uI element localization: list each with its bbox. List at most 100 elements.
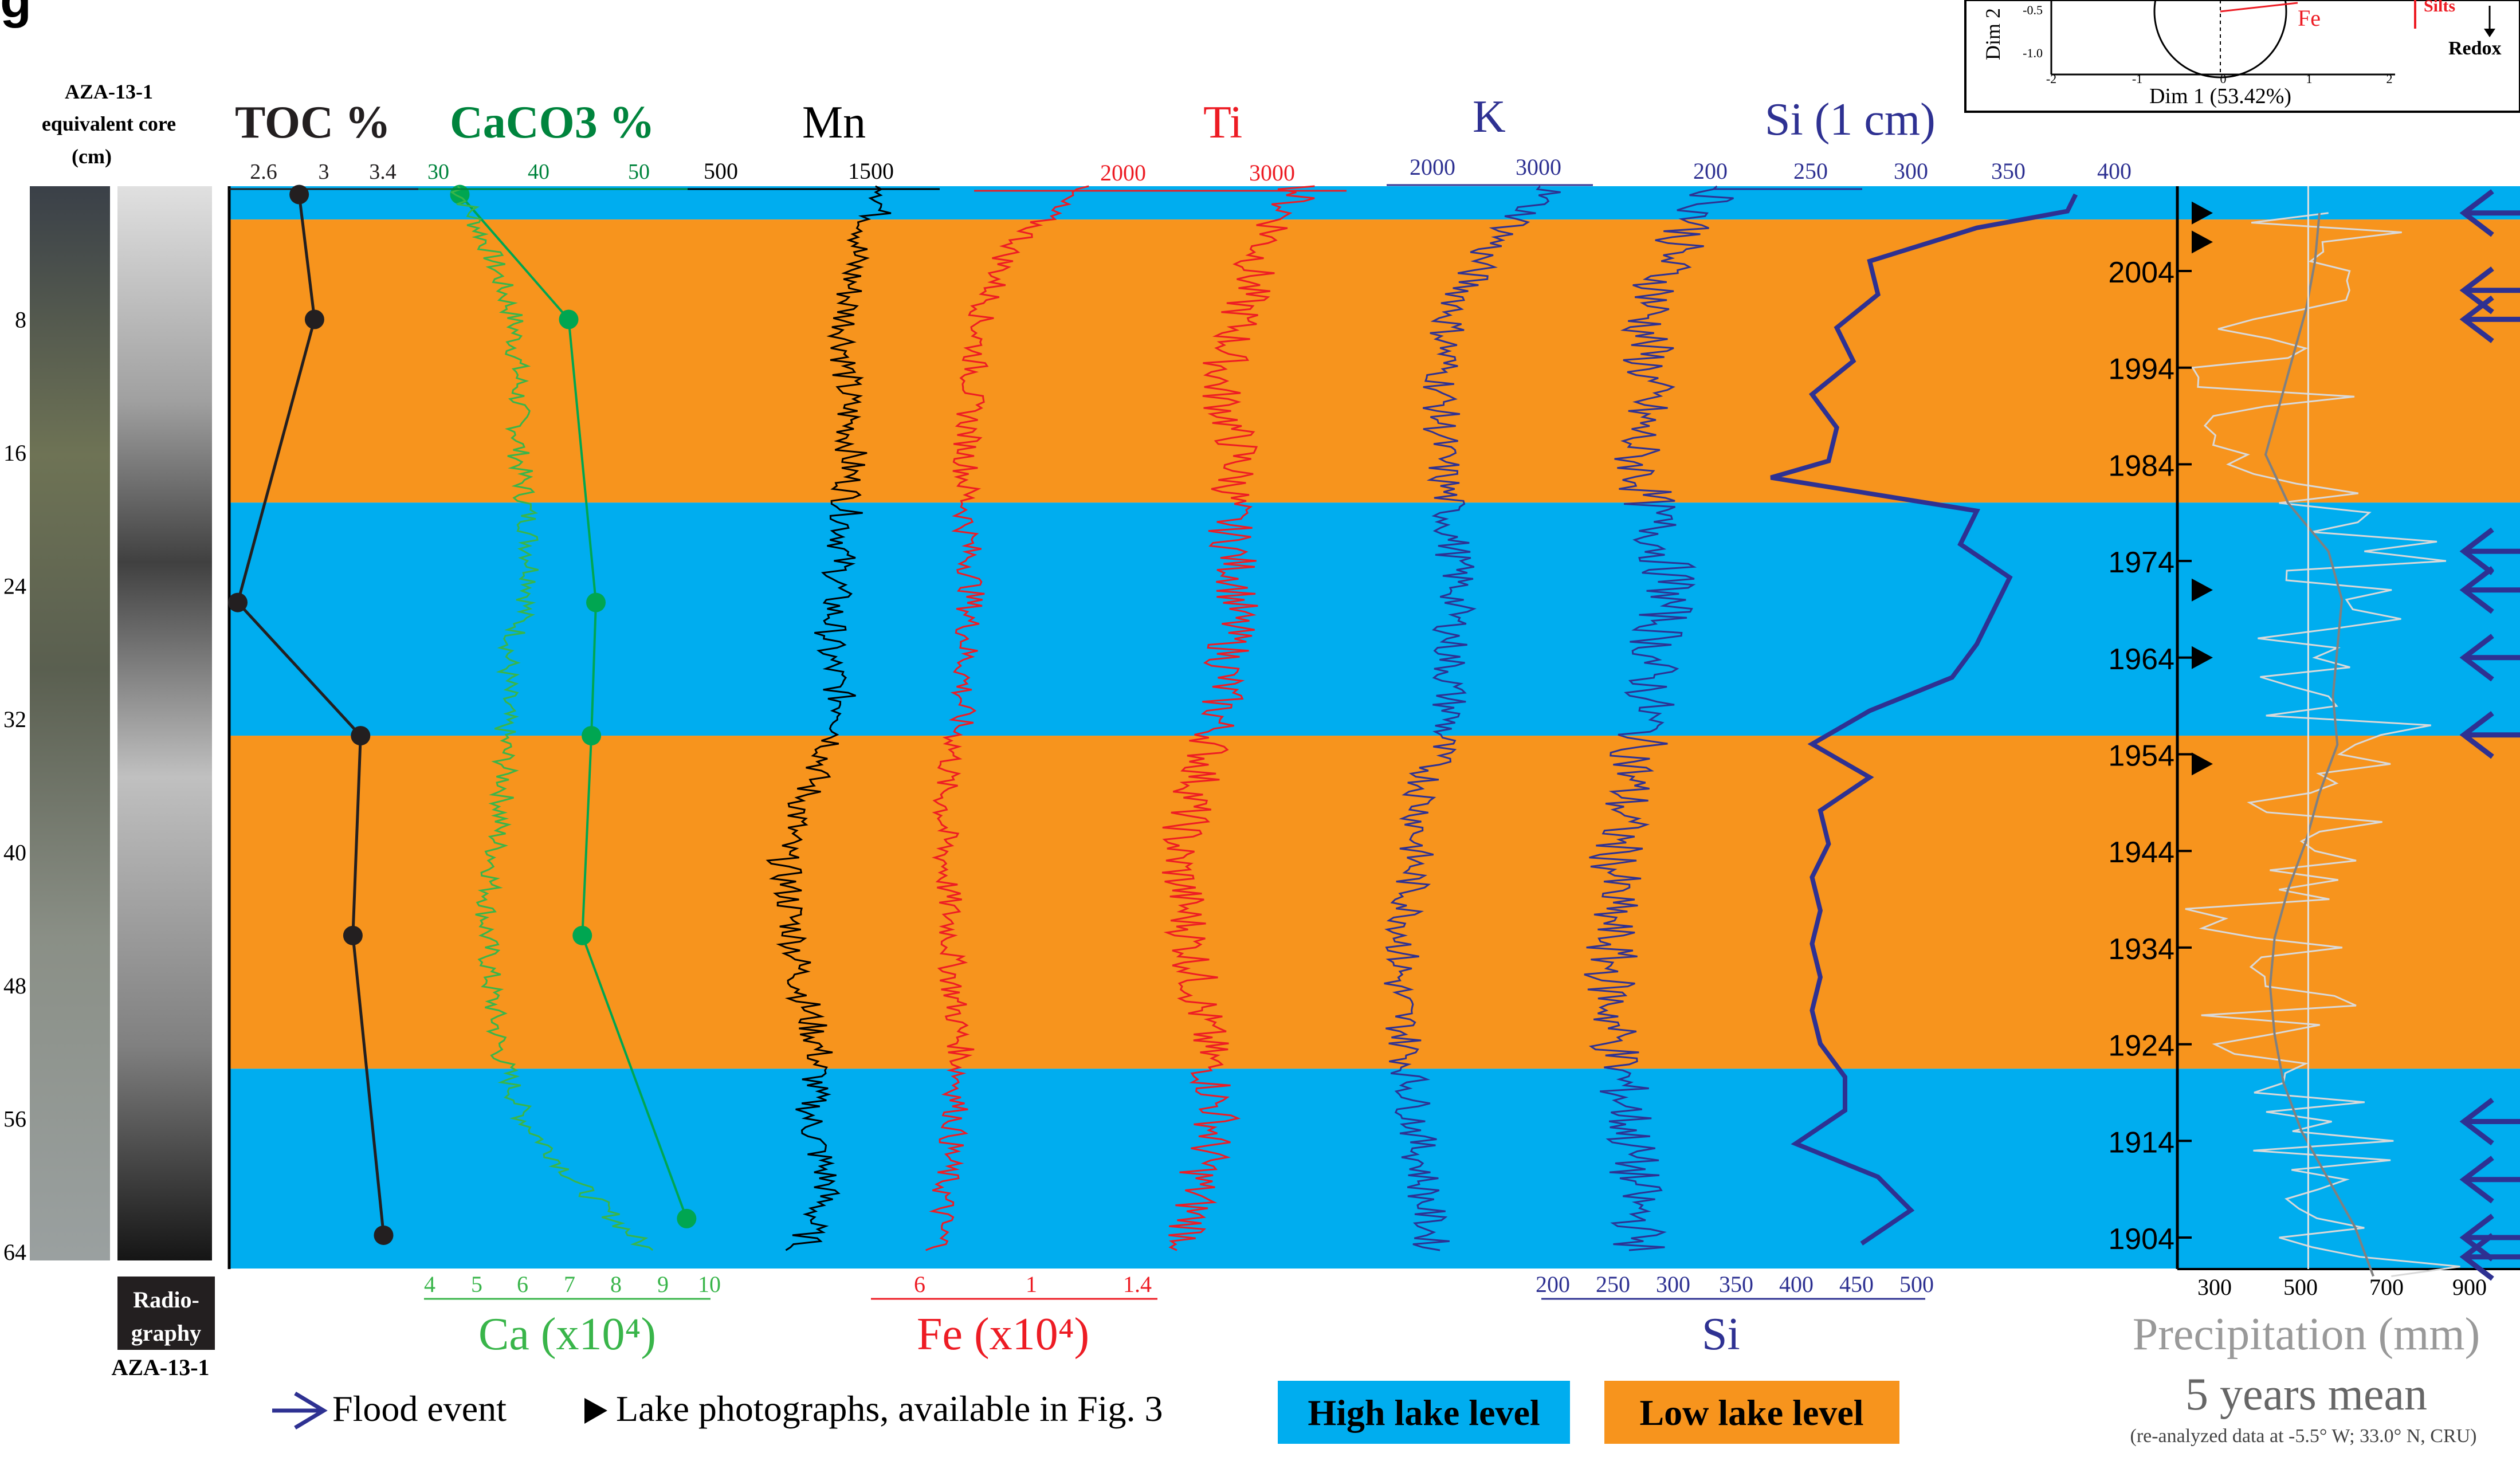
ca-tick: 7: [564, 1271, 575, 1297]
lake-photo-marker: [2192, 201, 2213, 225]
ca-tick: 8: [610, 1271, 622, 1297]
point-caco3-: [559, 309, 579, 329]
si-footer: Si: [1702, 1309, 1740, 1360]
legend-high-swatch: [1278, 1381, 1570, 1444]
k-tick: 2000: [1410, 154, 1455, 180]
ca-tick: 4: [424, 1271, 435, 1297]
fe-footer: Fe (x10⁴): [917, 1309, 1089, 1360]
depth-tick-label: 40: [3, 840, 26, 866]
precip-tick: 500: [2283, 1274, 2318, 1300]
year-tick-label: 1984: [2108, 449, 2174, 482]
pca-fe-vector: [2220, 2, 2298, 13]
proxy-headers: TOC % CaCO3 % Mn Ti K Si (1 cm) Ca (x10⁴…: [235, 92, 2480, 1447]
caco3-tick: 40: [528, 160, 549, 184]
precip-footer: Precipitation (mm): [2133, 1309, 2480, 1360]
point-toc-: [374, 1225, 394, 1245]
si1cm-header: Si (1 cm): [1765, 95, 1936, 145]
precip-note: (re-analyzed data at -5.5° W; 33.0° N, C…: [2130, 1425, 2477, 1447]
series-5-years-mean: [2264, 213, 2374, 1277]
precip-tick: 900: [2452, 1274, 2487, 1300]
fe-tick: 1: [1026, 1271, 1037, 1297]
toc-tick: 2.6: [250, 160, 277, 184]
year-tick-label: 1934: [2108, 933, 2174, 966]
core-bottom-label: AZA-13-1: [111, 1354, 209, 1380]
series-si: [1584, 185, 1734, 1251]
toc-tick: 3: [319, 160, 329, 184]
legend-low-swatch: [1604, 1381, 1899, 1444]
flood-event-arrowhead: [2459, 634, 2494, 682]
depth-tick-label: 56: [3, 1106, 26, 1132]
caco3-tick: 30: [427, 160, 449, 184]
series-mn: [766, 185, 892, 1251]
ti-tick: 2000: [1100, 160, 1146, 186]
pca-inset: Fe Dim 1 (53.42%) Dim 2 -2 -1 0 1 2 -0.5 -1.0…: [1964, 0, 2520, 113]
proxy-curves: [228, 184, 2460, 1277]
si-bottom-tick: 350: [1719, 1271, 1753, 1297]
ca-tick: 9: [657, 1271, 669, 1297]
legend: Flood event Lake photographs, available …: [272, 1381, 1899, 1444]
year-axis: 2004 1994 1984 1974 1964 1954 1944 1934 1924 1914…: [2108, 256, 2192, 1256]
point-caco3-: [582, 726, 602, 746]
pca-x-tick: -2: [2046, 72, 2056, 86]
point-toc-: [304, 309, 324, 329]
flood-event-arrowhead: [2459, 1097, 2494, 1146]
year-tick-label: 1954: [2108, 740, 2174, 773]
si-top-tick: 300: [1894, 158, 1928, 184]
flood-event-arrowhead: [2459, 527, 2494, 575]
si-bottom-tick: 400: [1779, 1271, 1814, 1297]
si-bottom-tick: 250: [1596, 1271, 1630, 1297]
event-markers: [2192, 189, 2520, 1281]
legend-flood-label: Flood event: [332, 1388, 507, 1429]
pca-correlation-circle: [2153, 0, 2287, 78]
lake-photo-marker: [2192, 230, 2213, 254]
core-unit: (cm): [72, 145, 112, 168]
pca-x-tick: 0: [2220, 72, 2227, 86]
pca-y-tick: -0.5: [2023, 3, 2043, 17]
depth-tick-label: 48: [3, 973, 26, 999]
ca-tick: 6: [517, 1271, 528, 1297]
pca-x-tick: 2: [2386, 72, 2393, 86]
core-photo: [30, 186, 110, 1260]
mn-tick: 1500: [848, 158, 894, 184]
legend-high-label: High lake level: [1308, 1392, 1540, 1433]
k-tick: 3000: [1516, 154, 1561, 180]
si-bottom-tick: 300: [1656, 1271, 1690, 1297]
radiography-label-line2: graphy: [131, 1320, 201, 1346]
point-toc-: [343, 925, 363, 945]
fe-tick: 1.4: [1123, 1271, 1152, 1297]
flood-event-arrowhead: [2459, 295, 2494, 343]
pca-ylabel: Dim 2: [1981, 8, 2004, 60]
flood-event-arrowhead: [2459, 711, 2494, 759]
radiography-label-box: [117, 1277, 215, 1350]
point-caco3-: [586, 592, 606, 612]
band-high-2: [229, 502, 2520, 736]
depth-tick-label: 24: [3, 574, 26, 599]
si-bottom-tick: 200: [1536, 1271, 1570, 1297]
si-top-tick: 250: [1793, 158, 1828, 184]
precip-tick: 300: [2197, 1274, 2232, 1300]
mean5-footer: 5 years mean: [2185, 1369, 2427, 1420]
flood-event-arrowhead: [2459, 1156, 2494, 1204]
proxy-scales: 2.6 3 3.4 30 40 50 500 1500 2000 3000 2000 3000 200 2…: [229, 154, 2487, 1300]
lake-level-bands: [229, 186, 2520, 1269]
pca-x-tick: -1: [2132, 72, 2142, 86]
flood-event-arrowhead: [2459, 1213, 2494, 1262]
year-tick-label: 1994: [2108, 353, 2174, 386]
point-caco3-: [572, 925, 592, 945]
figure-title-fragment: g: [0, 0, 32, 29]
ti-tick: 3000: [1249, 160, 1295, 186]
toc-header: TOC %: [235, 97, 391, 148]
series-si-1-cm-: [1770, 193, 2078, 1246]
pca-x-ticks: -2 -1 0 1 2: [2046, 72, 2393, 86]
year-tick-label: 1944: [2108, 836, 2174, 869]
pca-xlabel: Dim 1 (53.42%): [2149, 84, 2291, 108]
si-bottom-tick: 450: [1839, 1271, 1874, 1297]
toc-tick: 3.4: [369, 160, 397, 184]
series-fe-x10-: [925, 185, 1089, 1251]
depth-tick-label: 16: [3, 440, 26, 466]
pca-y-ticks: -0.5 -1.0: [2023, 3, 2043, 60]
ti-header: Ti: [1203, 97, 1242, 148]
core-panel: AZA-13-1 equivalent core (cm) Radio-: [3, 80, 241, 1380]
legend-photo-marker: [584, 1398, 607, 1424]
